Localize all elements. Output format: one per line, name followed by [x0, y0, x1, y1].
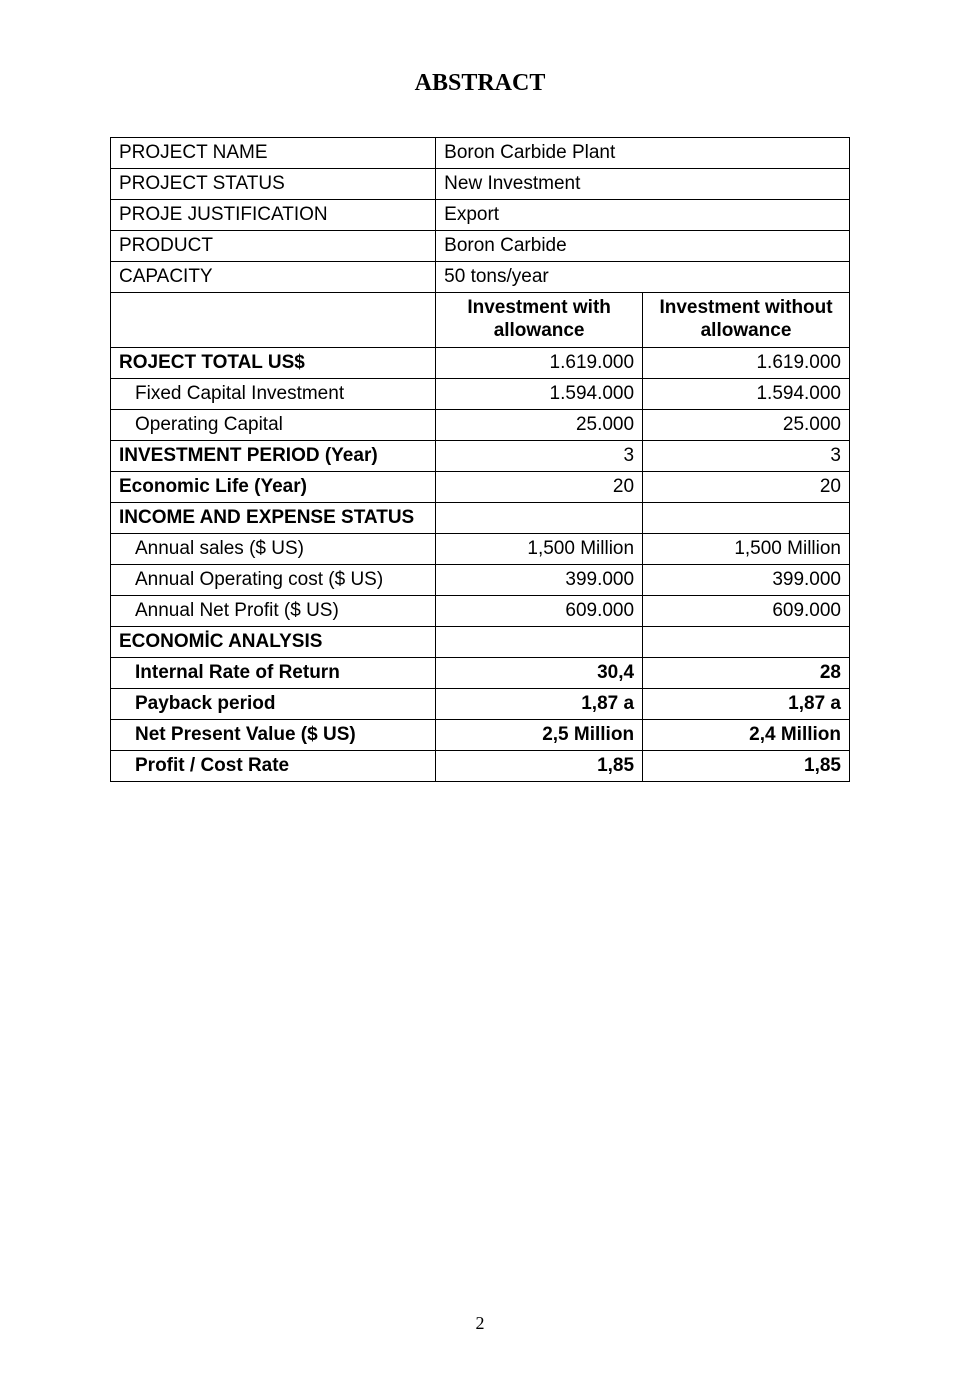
label-annual-net-profit: Annual Net Profit ($ US)	[111, 595, 436, 626]
header-with-line1: Investment with	[467, 297, 611, 318]
row-annual-sales: Annual sales ($ US) 1,500 Million 1,500 …	[111, 533, 850, 564]
row-fixed-capital: Fixed Capital Investment 1.594.000 1.594…	[111, 378, 850, 409]
header-without-line1: Investment without	[659, 297, 832, 318]
label-economic-analysis: ECONOMİC ANALYSIS	[111, 626, 436, 657]
label-fixed-capital: Fixed Capital Investment	[111, 378, 436, 409]
row-irr: Internal Rate of Return 30,4 28	[111, 657, 850, 688]
cell-annual-sales-c2: 1,500 Million	[643, 533, 850, 564]
value-project-name: Boron Carbide Plant	[436, 138, 850, 169]
row-npv: Net Present Value ($ US) 2,5 Million 2,4…	[111, 719, 850, 750]
value-project-status: New Investment	[436, 169, 850, 200]
row-annual-op-cost: Annual Operating cost ($ US) 399.000 399…	[111, 564, 850, 595]
cell-economic-life-c2: 20	[643, 471, 850, 502]
header-blank	[111, 293, 436, 348]
label-npv: Net Present Value ($ US)	[111, 719, 436, 750]
page-number: 2	[0, 1313, 960, 1334]
row-justification: PROJE JUSTIFICATION Export	[111, 200, 850, 231]
cell-economic-analysis-c1	[436, 626, 643, 657]
row-annual-net-profit: Annual Net Profit ($ US) 609.000 609.000	[111, 595, 850, 626]
cell-income-expense-c1	[436, 502, 643, 533]
page: ABSTRACT PROJECT NAME Boron Carbide Plan…	[0, 0, 960, 1384]
row-economic-life: Economic Life (Year) 20 20	[111, 471, 850, 502]
row-product: PRODUCT Boron Carbide	[111, 231, 850, 262]
label-annual-op-cost: Annual Operating cost ($ US)	[111, 564, 436, 595]
cell-annual-op-cost-c2: 399.000	[643, 564, 850, 595]
cell-annual-op-cost-c1: 399.000	[436, 564, 643, 595]
cell-economic-analysis-c2	[643, 626, 850, 657]
cell-income-expense-c2	[643, 502, 850, 533]
cell-annual-net-profit-c1: 609.000	[436, 595, 643, 626]
cell-payback-c1: 1,87 a	[436, 688, 643, 719]
value-capacity: 50 tons/year	[436, 262, 850, 293]
cell-roject-total-c1: 1.619.000	[436, 347, 643, 378]
row-payback: Payback period 1,87 a 1,87 a	[111, 688, 850, 719]
cell-investment-period-c1: 3	[436, 440, 643, 471]
cell-profit-cost-c1: 1,85	[436, 750, 643, 781]
cell-payback-c2: 1,87 a	[643, 688, 850, 719]
cell-economic-life-c1: 20	[436, 471, 643, 502]
cell-investment-period-c2: 3	[643, 440, 850, 471]
cell-irr-c2: 28	[643, 657, 850, 688]
label-project-name: PROJECT NAME	[111, 138, 436, 169]
label-roject-total: ROJECT TOTAL US$	[111, 347, 436, 378]
cell-profit-cost-c2: 1,85	[643, 750, 850, 781]
row-project-name: PROJECT NAME Boron Carbide Plant	[111, 138, 850, 169]
cell-fixed-capital-c2: 1.594.000	[643, 378, 850, 409]
label-capacity: CAPACITY	[111, 262, 436, 293]
cell-annual-net-profit-c2: 609.000	[643, 595, 850, 626]
row-operating-capital: Operating Capital 25.000 25.000	[111, 409, 850, 440]
cell-operating-capital-c2: 25.000	[643, 409, 850, 440]
cell-irr-c1: 30,4	[436, 657, 643, 688]
header-with-allowance: Investment with allowance	[436, 293, 643, 348]
row-project-status: PROJECT STATUS New Investment	[111, 169, 850, 200]
page-title: ABSTRACT	[110, 70, 850, 97]
row-roject-total: ROJECT TOTAL US$ 1.619.000 1.619.000	[111, 347, 850, 378]
header-without-line2: allowance	[701, 320, 792, 341]
row-investment-period: INVESTMENT PERIOD (Year) 3 3	[111, 440, 850, 471]
label-economic-life: Economic Life (Year)	[111, 471, 436, 502]
row-column-headers: Investment with allowance Investment wit…	[111, 293, 850, 348]
label-payback: Payback period	[111, 688, 436, 719]
label-operating-capital: Operating Capital	[111, 409, 436, 440]
label-product: PRODUCT	[111, 231, 436, 262]
value-product: Boron Carbide	[436, 231, 850, 262]
cell-annual-sales-c1: 1,500 Million	[436, 533, 643, 564]
cell-fixed-capital-c1: 1.594.000	[436, 378, 643, 409]
label-profit-cost: Profit / Cost Rate	[111, 750, 436, 781]
cell-npv-c2: 2,4 Million	[643, 719, 850, 750]
abstract-table: PROJECT NAME Boron Carbide Plant PROJECT…	[110, 137, 850, 782]
label-annual-sales: Annual sales ($ US)	[111, 533, 436, 564]
label-income-expense: INCOME AND EXPENSE STATUS	[111, 502, 436, 533]
row-economic-analysis: ECONOMİC ANALYSIS	[111, 626, 850, 657]
header-without-allowance: Investment without allowance	[643, 293, 850, 348]
value-justification: Export	[436, 200, 850, 231]
label-investment-period: INVESTMENT PERIOD (Year)	[111, 440, 436, 471]
row-capacity: CAPACITY 50 tons/year	[111, 262, 850, 293]
row-profit-cost: Profit / Cost Rate 1,85 1,85	[111, 750, 850, 781]
label-project-status: PROJECT STATUS	[111, 169, 436, 200]
label-justification: PROJE JUSTIFICATION	[111, 200, 436, 231]
row-income-expense: INCOME AND EXPENSE STATUS	[111, 502, 850, 533]
cell-operating-capital-c1: 25.000	[436, 409, 643, 440]
cell-roject-total-c2: 1.619.000	[643, 347, 850, 378]
label-irr: Internal Rate of Return	[111, 657, 436, 688]
cell-npv-c1: 2,5 Million	[436, 719, 643, 750]
header-with-line2: allowance	[494, 320, 585, 341]
